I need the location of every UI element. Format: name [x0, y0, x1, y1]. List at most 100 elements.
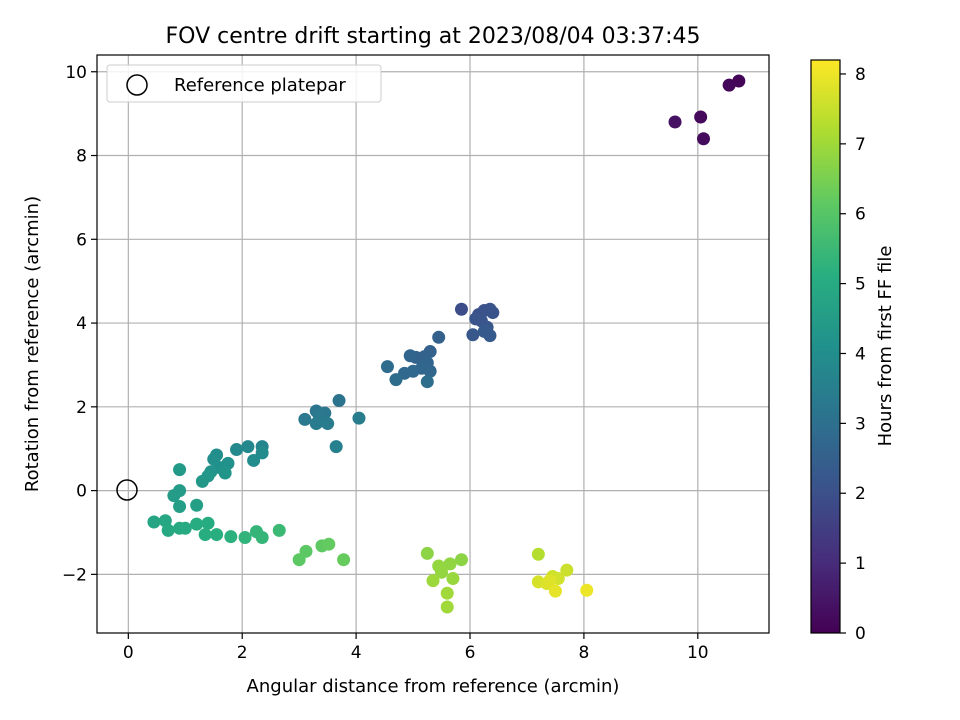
data-point: [321, 417, 335, 431]
reference-platepar-marker: [116, 479, 138, 501]
colorbar-tick-label: 3: [855, 414, 866, 434]
data-point: [420, 375, 434, 389]
data-point: [247, 453, 261, 467]
data-point: [190, 498, 204, 512]
x-axis-label: Angular distance from reference (arcmin): [247, 676, 620, 697]
y-tick-label: 6: [76, 230, 87, 250]
data-point: [469, 312, 483, 326]
y-tick-label: 0: [76, 482, 87, 502]
data-point: [440, 586, 454, 600]
data-point: [195, 474, 209, 488]
colorbar-label: Hours from first FF file: [875, 246, 896, 447]
colorbar-tick-label: 2: [855, 484, 866, 504]
grid: [97, 55, 769, 633]
x-tick-label: 8: [579, 643, 590, 663]
colorbar-ticks: 0 1 2 3 4 5 6 7 8: [840, 65, 866, 644]
y-tick-label: 10: [65, 63, 87, 83]
x-tick-label: 0: [123, 643, 134, 663]
data-point: [466, 328, 480, 342]
legend-label: Reference platepar: [174, 75, 346, 96]
data-point: [486, 306, 500, 320]
data-point: [178, 521, 192, 535]
data-point: [173, 500, 187, 514]
data-point: [403, 349, 417, 363]
chart-title: FOV centre drift starting at 2023/08/04 …: [166, 24, 701, 49]
colorbar-tick-label: 5: [855, 275, 866, 295]
y-tick-label: 4: [76, 314, 87, 334]
colorbar: 0 1 2 3 4 5 6 7 8 Hours from first FF file: [810, 59, 896, 644]
legend-box: [106, 64, 382, 103]
data-points: [147, 74, 746, 614]
data-point: [167, 489, 181, 503]
data-point: [190, 517, 204, 531]
data-point: [332, 394, 346, 408]
x-axis-ticks: 0 2 4 6 8 10: [123, 633, 709, 663]
data-point: [380, 360, 394, 374]
y-tick-label: −2: [62, 565, 87, 585]
data-point: [722, 78, 736, 92]
data-point: [477, 324, 491, 338]
colorbar-tick-label: 0: [855, 624, 866, 644]
data-point: [443, 557, 457, 571]
data-point: [454, 302, 468, 316]
data-point: [697, 132, 711, 146]
colorbar-tick-label: 4: [855, 344, 866, 364]
data-point: [161, 523, 175, 537]
data-point: [173, 463, 187, 477]
data-point: [309, 417, 323, 431]
data-point: [230, 443, 244, 457]
data-point: [255, 531, 269, 545]
data-point: [423, 364, 437, 378]
data-point: [694, 110, 708, 124]
data-point: [446, 572, 460, 586]
data-point: [201, 516, 215, 530]
y-axis-label: Rotation from reference (arcmin): [22, 196, 43, 492]
data-point: [548, 584, 562, 598]
colorbar-tick-label: 7: [855, 135, 866, 155]
x-tick-label: 4: [351, 643, 362, 663]
data-point: [668, 115, 682, 129]
colorbar-tick-label: 1: [855, 554, 866, 574]
data-point: [389, 373, 403, 387]
data-point: [543, 574, 557, 588]
y-tick-label: 2: [76, 398, 87, 418]
plot-frame: [96, 54, 770, 634]
data-point: [224, 530, 238, 544]
data-point: [147, 515, 161, 529]
data-point: [272, 523, 286, 537]
data-point: [255, 446, 269, 460]
data-point: [329, 440, 343, 454]
data-point: [426, 574, 440, 588]
data-point: [440, 600, 454, 614]
data-point: [432, 330, 446, 344]
data-point: [580, 583, 594, 597]
data-point: [531, 547, 545, 561]
legend-reference-icon: [126, 74, 148, 96]
data-point: [218, 466, 232, 480]
colorbar-tick-label: 8: [855, 65, 866, 85]
y-axis-ticks: −2 0 2 4 6 8 10: [62, 63, 97, 585]
data-point: [210, 528, 224, 542]
data-point: [241, 440, 255, 454]
data-point: [322, 537, 336, 551]
data-point: [299, 544, 313, 558]
data-point: [352, 411, 366, 425]
data-point: [238, 531, 252, 545]
plot-area: 0 2 4 6 8 10 −2 0 2 4 6 8 10: [62, 54, 770, 663]
data-point: [454, 553, 468, 567]
data-point: [337, 553, 351, 567]
plot-background: [97, 55, 769, 633]
x-tick-label: 10: [687, 643, 709, 663]
data-point: [420, 546, 434, 560]
y-tick-label: 8: [76, 147, 87, 167]
x-tick-label: 6: [465, 643, 476, 663]
data-point: [198, 528, 212, 542]
colorbar-tick-label: 6: [855, 205, 866, 225]
x-tick-label: 2: [237, 643, 248, 663]
legend: Reference platepar: [106, 64, 382, 103]
data-point: [298, 412, 312, 426]
data-point: [435, 565, 449, 579]
data-point: [560, 563, 574, 577]
colorbar-gradient: [810, 59, 841, 634]
